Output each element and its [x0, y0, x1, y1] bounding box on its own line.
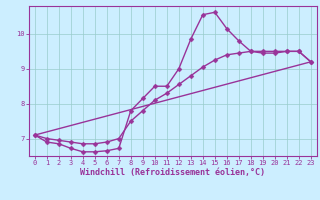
- X-axis label: Windchill (Refroidissement éolien,°C): Windchill (Refroidissement éolien,°C): [80, 168, 265, 177]
